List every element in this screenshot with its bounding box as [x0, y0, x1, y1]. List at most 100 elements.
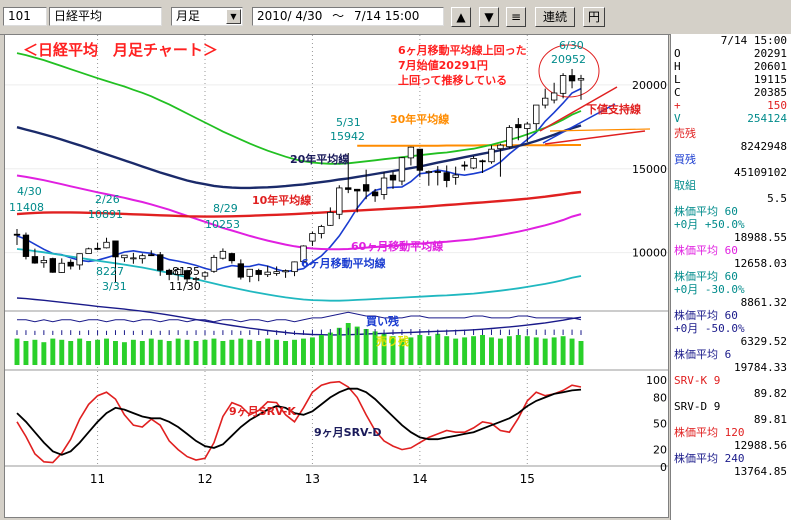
- y-axis-label: 15000: [632, 163, 667, 176]
- buy-margin-bar: [238, 338, 244, 365]
- support-line-lower: [544, 130, 646, 145]
- sell-margin-tick: [141, 330, 143, 335]
- price-note: 5/31: [336, 116, 361, 129]
- up-arrow-button[interactable]: ▲: [451, 7, 471, 27]
- buy-margin-bar: [211, 338, 217, 365]
- sell-margin-tick: [88, 330, 90, 335]
- price-note: 10253: [205, 218, 240, 231]
- indicator-value-row: 12658.03: [674, 257, 787, 270]
- sell-margin-tick: [249, 330, 251, 335]
- candle-body: [345, 187, 352, 190]
- sell-margin-line: [17, 311, 582, 323]
- sell-margin-tick: [517, 329, 519, 335]
- highlight-ellipse: [538, 44, 600, 98]
- candle-body: [103, 241, 110, 249]
- date-to: 7/14 15:00: [354, 9, 420, 23]
- ohlc-row: L 19115: [674, 73, 787, 86]
- ma-line-3: [16, 124, 582, 190]
- orange-extension: [549, 128, 651, 132]
- price-note: 6/30: [559, 39, 584, 52]
- sell-margin-tick: [553, 329, 555, 335]
- candle-body: [166, 269, 173, 275]
- buy-margin-bar: [139, 341, 145, 365]
- indicator-value-row-value: 12658.03: [734, 257, 787, 270]
- candle-body: [139, 255, 146, 260]
- sell-value-row: 8242948: [674, 140, 787, 153]
- indicator-value-row: 12988.56: [674, 439, 787, 452]
- continuous-button[interactable]: 連続: [535, 7, 575, 27]
- chevron-down-icon[interactable]: ▼: [226, 9, 241, 24]
- down-arrow-button[interactable]: ▼: [479, 7, 499, 27]
- sell-margin-tick: [43, 330, 45, 335]
- sell-margin-tick: [562, 329, 564, 335]
- candle-body: [434, 171, 441, 173]
- buy-margin-bar: [113, 341, 118, 365]
- torikumi-value-row-value: 5.5: [767, 192, 787, 205]
- candle-body: [371, 191, 379, 197]
- period-select[interactable]: 月足 ▼: [171, 7, 243, 26]
- buy-margin-bar: [471, 336, 477, 365]
- label-ma60m: 60ヶ月移動平均線: [351, 239, 443, 253]
- sell-margin-tick: [177, 330, 179, 335]
- date-range-field[interactable]: 2010/ 4/30 ～ 7/14 15:00: [252, 7, 444, 26]
- label-buy: 買い残: [366, 314, 399, 328]
- sell-margin-tick: [446, 329, 448, 335]
- candle-body: [210, 256, 218, 272]
- candle-body: [201, 272, 209, 277]
- panel-datetime: 7/14 15:00: [674, 34, 787, 47]
- buy-margin-bar: [524, 336, 530, 365]
- buy-margin-bar: [256, 341, 262, 365]
- candle-body: [416, 148, 424, 171]
- buy-row-label: 買残: [674, 153, 696, 166]
- srv-oscillator: [16, 380, 582, 464]
- sell-margin-tick: [79, 330, 81, 335]
- code-field[interactable]: 101: [3, 7, 47, 26]
- panel-datetime-value: 7/14 15:00: [720, 34, 787, 47]
- ma-line-upper-band: [16, 52, 582, 165]
- support-line-upper: [539, 86, 618, 132]
- candle-body: [121, 254, 128, 259]
- candle-body: [389, 174, 397, 181]
- sell-margin-tick: [123, 330, 125, 335]
- sell-margin-tick: [34, 330, 36, 335]
- buy-margin-bar: [444, 336, 450, 365]
- buy-margin-bar: [50, 338, 56, 365]
- candle-body: [246, 268, 253, 277]
- candle-body: [192, 278, 200, 280]
- candle-body: [470, 158, 477, 169]
- buy-margin-bar: [202, 339, 208, 365]
- name-field[interactable]: 日経平均: [49, 7, 162, 26]
- sell-margin-tick: [338, 328, 340, 335]
- price-note: 11408: [9, 201, 44, 214]
- sell-margin-tick: [383, 329, 385, 335]
- buy-margin-bar: [542, 338, 548, 365]
- yen-button[interactable]: 円: [583, 7, 605, 27]
- sell-margin-tick: [490, 329, 492, 335]
- candle-body: [58, 262, 65, 273]
- candle-body: [533, 104, 540, 125]
- indicator-sub-row: +0月 -30.0%: [674, 283, 787, 296]
- ohlc-row-label: C: [674, 86, 681, 99]
- toolbar: 101 日経平均 月足 ▼ 2010/ 4/30 ～ 7/14 15:00 ▲ …: [0, 0, 791, 35]
- menu-button[interactable]: ≡: [506, 7, 526, 27]
- price-note: 3/31: [102, 280, 127, 293]
- chart-grid: [5, 35, 668, 467]
- indicator-row: 株価平均 60: [674, 205, 787, 218]
- buy-margin-bar: [489, 337, 494, 365]
- y-axis-label: 20000: [632, 79, 667, 92]
- sell-margin-tick: [168, 330, 170, 335]
- chart-area[interactable]: 20000 15000 10000 100 80 50 20 0 11 12 13 14 15 ＜日経平均…: [4, 34, 669, 518]
- label-srvd: 9ヶ月SRV-D: [314, 426, 381, 439]
- indicator-row: 株価平均 60: [674, 244, 787, 257]
- sell-margin-tick: [222, 330, 224, 335]
- label-srvk: 9ヶ月SRV-K: [229, 405, 296, 418]
- ohlc-row-value: 19115: [753, 73, 787, 86]
- osc-axis-label: 0: [660, 461, 667, 474]
- buy-margin-bar: [220, 341, 226, 365]
- buy-margin-bar: [453, 338, 459, 365]
- ohlc-row: C 20385: [674, 86, 787, 99]
- indicator-sub-row: +0月 -50.0%: [674, 322, 787, 335]
- annotation-line: 7月始値20291円: [398, 58, 488, 72]
- sell-margin-tick: [392, 329, 394, 335]
- buy-margin-bar: [551, 337, 557, 365]
